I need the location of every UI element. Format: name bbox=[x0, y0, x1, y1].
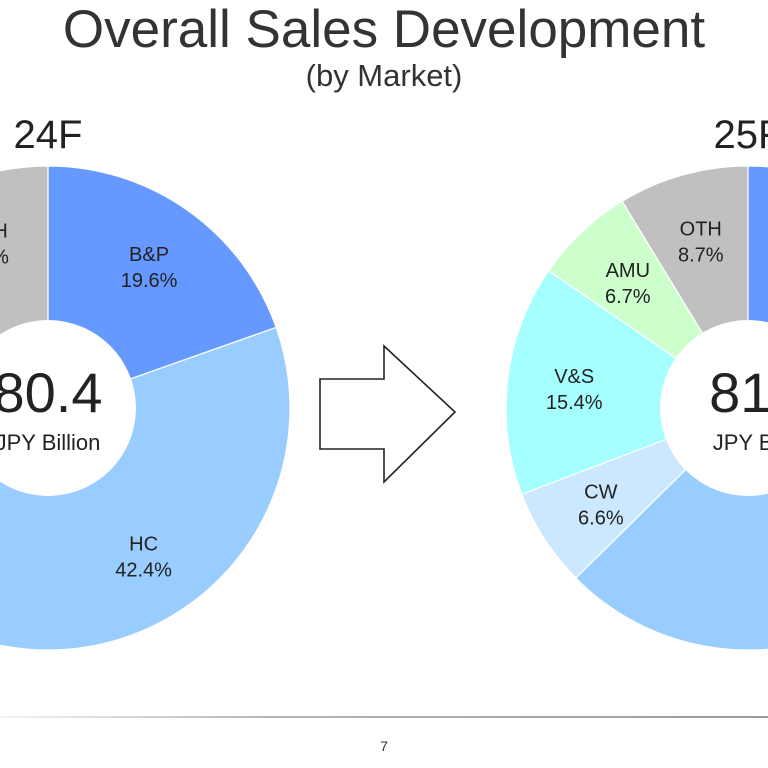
page-subtitle: (by Market) bbox=[305, 58, 463, 93]
center-total-value: 80.4 bbox=[0, 361, 103, 424]
slice-v-s bbox=[505, 269, 750, 496]
right-arrow-icon bbox=[319, 344, 457, 484]
page-title: Overall Sales Development bbox=[62, 0, 706, 59]
center-total-unit: JPY Billion bbox=[0, 430, 100, 455]
slice-label-oth: TH bbox=[0, 220, 8, 242]
slice-value-hc: 42.4% bbox=[115, 560, 172, 582]
donut-chart-24f: B&P 19.6% HC 42.4% TH 9% 80.4 JPY Billion 24F bbox=[0, 113, 291, 651]
slice-value-cw: 6.6% bbox=[578, 508, 624, 530]
slice-value-oth: 9% bbox=[0, 246, 9, 268]
footer-divider bbox=[0, 716, 768, 718]
slice-label-cw: CW bbox=[584, 482, 617, 504]
donut-hole bbox=[0, 320, 136, 496]
slice-value-oth: 8.7% bbox=[678, 244, 724, 266]
slice-label-v-s: V&S bbox=[554, 366, 594, 388]
donut-hole bbox=[660, 320, 768, 496]
chart-year-title: 24F bbox=[14, 113, 83, 157]
chart-year-title: 25F bbox=[714, 113, 768, 157]
center-total-unit: JPY Bil bbox=[713, 430, 768, 455]
slice-value-b-p: 19.6% bbox=[121, 270, 178, 292]
slice-value-amu: 6.7% bbox=[605, 286, 651, 308]
donut-chart-25f: CW 6.6% V&S 15.4% AMU 6.7% OTH 8.7% 81. JPY Bil 25… bbox=[505, 113, 768, 651]
slice-label-oth: OTH bbox=[680, 218, 722, 240]
center-total-value: 81. bbox=[709, 361, 768, 424]
slice-label-amu: AMU bbox=[606, 260, 650, 282]
page-number: 7 bbox=[380, 738, 388, 754]
slice-label-hc: HC bbox=[129, 534, 158, 556]
slice-label-b-p: B&P bbox=[129, 244, 169, 266]
slice-value-v-s: 15.4% bbox=[546, 392, 603, 414]
